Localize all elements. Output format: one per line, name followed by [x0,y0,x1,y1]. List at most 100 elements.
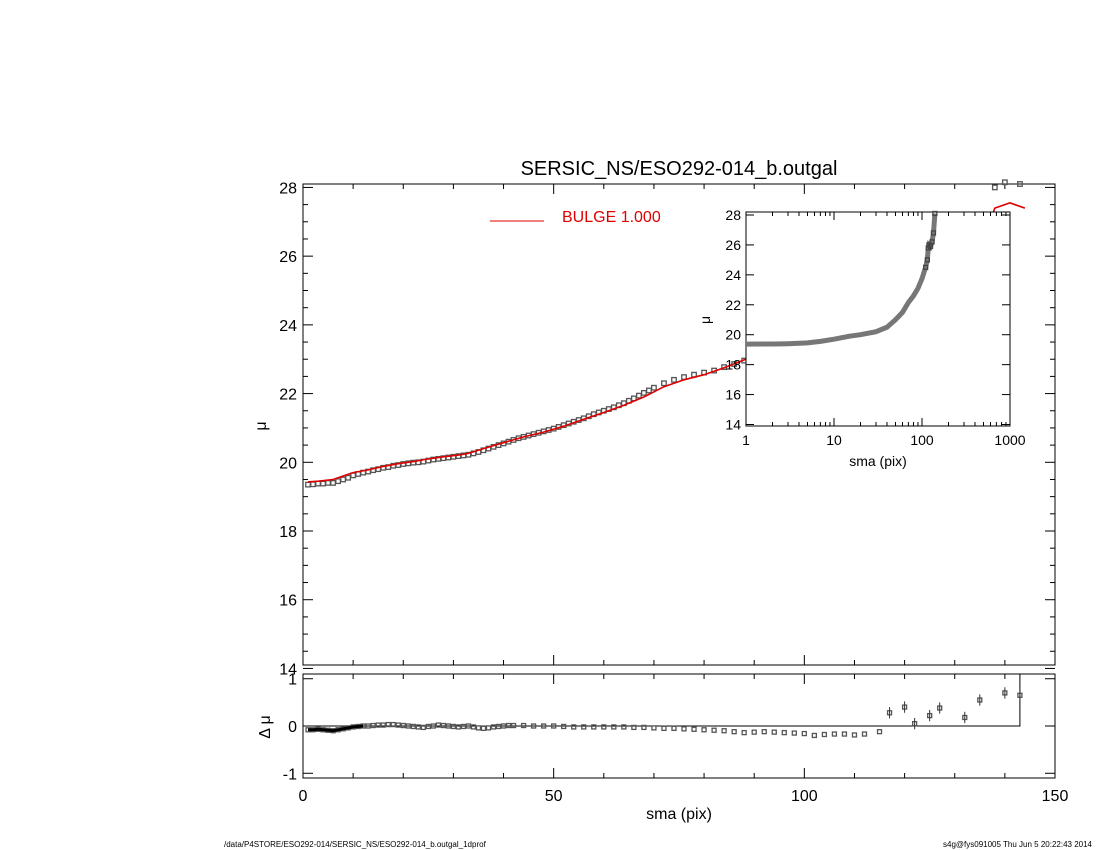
inset-x-tick-label: 1000 [994,432,1025,448]
resid-y-tick-label: -1 [283,766,297,783]
y-tick-label: 28 [279,180,297,197]
resid-y-axis-label: Δ μ [257,715,274,738]
resid-point-17 [390,721,396,728]
resid-point-77 [876,729,883,735]
resid-point-16 [385,721,391,728]
resid-x-tick-label: 0 [299,788,308,805]
resid-point-29 [450,723,457,730]
inset-y-tick-label: 26 [725,237,741,253]
inset-x-axis-label: sma (pix) [849,453,907,469]
zero-line [303,674,1021,727]
resid-point-56 [661,725,667,732]
main-plot-frame [302,183,1056,666]
resid-point-23 [420,724,426,731]
resid-point-58 [681,726,687,732]
resid-point-12 [365,723,371,729]
inset-y-axis-label: μ [697,316,713,324]
resid-point-76 [861,731,868,737]
data-point-1 [310,481,316,488]
resid-point-62 [721,728,727,734]
resid-point-28 [445,723,452,729]
y-tick-label: 18 [279,524,297,541]
resid-point-61 [711,727,717,733]
inset-y-tick-label: 20 [725,327,741,343]
data-point-67 [641,389,647,396]
resid-point-47 [571,724,577,730]
y-tick-label: 24 [279,318,297,335]
inset-y-tick-label: 28 [725,207,741,223]
resid-point-26 [435,722,442,728]
resid-y-tick-label: 0 [288,719,297,736]
data-point-7 [340,476,347,483]
inset-y-tick-label: 18 [725,357,741,373]
resid-point-44 [540,723,547,729]
resid-y-tick-label: 1 [288,672,297,689]
resid-early-band [308,724,364,733]
inset-data-point-6 [930,230,937,236]
resid-point-71 [811,732,818,739]
resid-point-57 [671,725,677,732]
resid-point-37 [490,724,497,730]
data-point-69 [651,384,657,391]
resid-point-38 [495,723,502,730]
resid-point-59 [691,726,697,732]
resid-point-19 [400,722,406,729]
inset-data-point-1 [924,257,930,263]
resid-point-25 [430,723,436,729]
resid-point-60 [701,727,707,733]
data-point-68 [646,387,652,394]
inset-data-point-7 [932,210,938,217]
resid-point-32 [465,723,472,729]
resid-point-39 [500,723,507,729]
resid-point-14 [375,722,381,728]
inset-y-tick-label: 22 [725,297,741,313]
inset-x-tick-label: 100 [910,432,934,448]
inset-data-point-5 [929,239,935,245]
resid-point-36 [485,725,492,731]
resid-point-73 [831,731,838,737]
data-point-4 [325,480,331,486]
resid-x-tick-label: 50 [545,788,563,805]
data-point-0 [305,481,311,488]
resid-point-69 [791,730,797,736]
resid-point-74 [841,731,848,737]
resid-point-67 [771,729,777,735]
resid-point-18 [395,722,401,728]
resid-point-13 [370,722,376,729]
resid-point-40 [505,722,512,729]
resid-point-24 [425,723,431,730]
resid-x-tick-label: 150 [1042,788,1069,805]
data-point-3 [320,480,326,487]
resid-point-48 [581,724,587,730]
data-point-100 [991,184,998,191]
inset-frame [745,211,1011,427]
resid-x-tick-label: 100 [791,788,818,805]
resid-point-34 [475,725,482,731]
resid-point-33 [470,724,477,730]
y-axis-label: μ [253,421,270,430]
data-point-8 [345,474,352,481]
resid-point-65 [751,729,757,735]
legend-label: BULGE 1.000 [562,209,661,226]
resid-point-20 [405,723,411,729]
inset-y-tick-label: 14 [725,417,741,433]
inset-y-tick-label: 16 [725,387,741,403]
y-tick-label: 20 [279,455,297,472]
resid-point-50 [601,724,607,730]
resid-point-15 [380,722,386,728]
footer-timestamp: s4g@fys091005 Thu Jun 5 20:22:43 2014 [943,840,1092,849]
data-point-71 [671,376,677,383]
resid-point-55 [651,725,657,731]
y-tick-label: 22 [279,387,297,404]
inset-x-tick-label: 1 [742,432,750,448]
resid-point-42 [520,722,527,729]
resid-point-46 [561,723,567,730]
resid-point-64 [741,729,747,736]
y-tick-label: 14 [279,661,297,678]
resid-point-35 [480,725,487,732]
resid-point-53 [631,724,637,731]
resid-point-54 [641,724,647,731]
data-point-70 [661,380,667,387]
resid-point-75 [851,732,858,738]
